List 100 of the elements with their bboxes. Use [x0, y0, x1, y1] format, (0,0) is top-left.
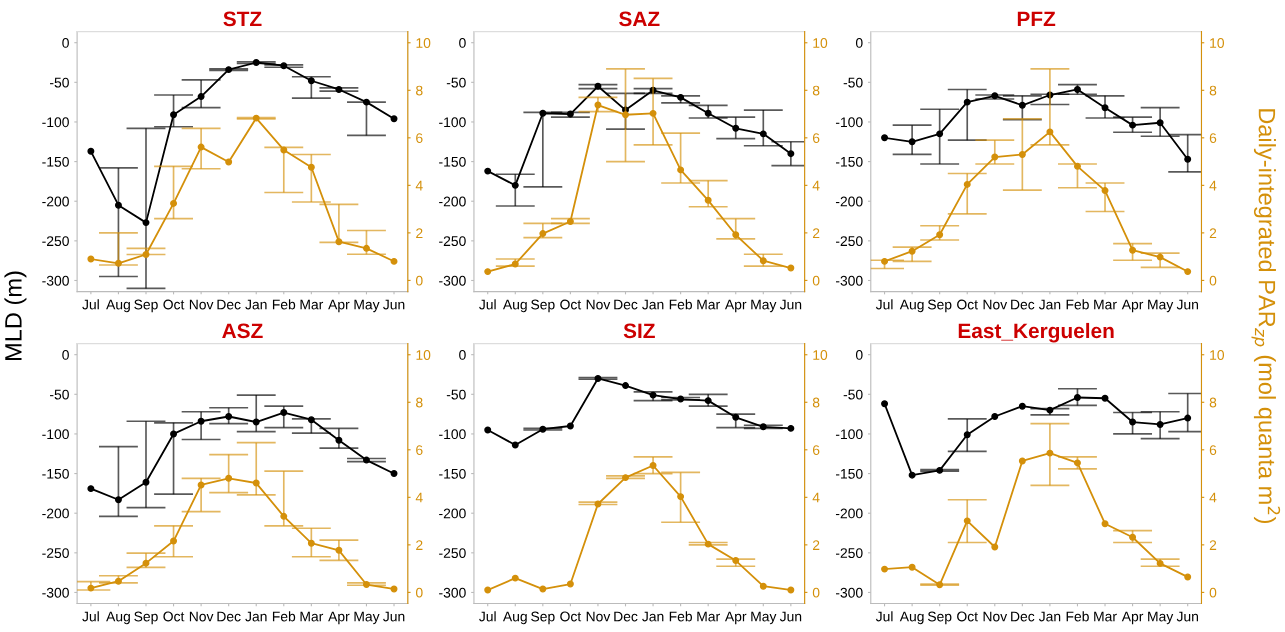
y2-tick-label: 6	[812, 133, 820, 143]
point	[114, 496, 122, 504]
point	[991, 413, 999, 420]
x-tick-label: Oct	[163, 299, 185, 310]
point	[484, 426, 492, 434]
y2-tick-label: 0	[415, 275, 423, 286]
x-tick-label: Nov	[189, 611, 214, 622]
x-tick-label: Dec	[1011, 611, 1035, 622]
point	[335, 546, 343, 554]
point	[787, 586, 795, 594]
x-tick-label: Aug	[106, 611, 130, 625]
point	[1018, 402, 1026, 410]
point	[908, 563, 916, 571]
point	[197, 143, 205, 151]
point	[1156, 253, 1164, 261]
chart-title: SIZ	[623, 323, 655, 339]
point	[1129, 418, 1137, 426]
x-tick-label: Oct	[163, 611, 185, 622]
point	[936, 231, 944, 239]
point	[1073, 162, 1081, 170]
point	[484, 167, 492, 175]
point	[170, 537, 178, 545]
point	[566, 422, 574, 430]
y-tick-label: -150	[42, 468, 69, 479]
x-tick-label: Jun	[383, 611, 405, 622]
point	[963, 431, 971, 439]
y2-tick-label: 4	[415, 180, 423, 191]
y-tick-label: -150	[835, 156, 863, 167]
point	[732, 124, 740, 132]
point	[511, 441, 519, 449]
x-tick-label: Feb	[669, 299, 693, 310]
y2-tick-label: 4	[812, 492, 820, 503]
point	[649, 462, 657, 469]
y-tick-label: -300	[42, 275, 69, 286]
point	[1018, 150, 1026, 158]
x-tick-label: Mar	[300, 299, 324, 310]
point	[704, 397, 712, 405]
point	[1046, 449, 1054, 457]
point	[142, 559, 150, 567]
x-tick-label: Aug	[502, 611, 527, 625]
point	[225, 413, 233, 420]
point	[307, 163, 315, 171]
x-tick-label: Feb	[1066, 611, 1089, 622]
x-tick-label: Sep	[927, 611, 952, 625]
point	[114, 259, 122, 267]
y-tick-label: -300	[439, 587, 466, 598]
point	[170, 199, 178, 207]
point	[622, 111, 629, 119]
x-tick-label: Jun	[383, 299, 405, 310]
x-tick-label: Dec	[614, 611, 638, 622]
y2-tick-label: 4	[812, 180, 820, 191]
y2-tick-label: 8	[812, 397, 820, 408]
x-tick-label: Jan	[245, 611, 267, 622]
y-tick-label: -50	[50, 389, 69, 400]
x-tick-label: Jul	[479, 611, 496, 622]
y2-tick-label: 4	[1209, 180, 1217, 191]
x-tick-label: Oct	[560, 611, 582, 622]
point	[649, 109, 657, 117]
point	[787, 424, 795, 432]
point	[390, 470, 398, 478]
y2-tick-label: 2	[1209, 228, 1217, 238]
point	[963, 98, 971, 106]
point	[622, 382, 629, 390]
y2-tick-label: 8	[416, 397, 423, 408]
point	[362, 244, 370, 252]
x-tick-label: Apr	[328, 611, 350, 625]
y-tick-label: -150	[42, 156, 69, 167]
point	[1046, 128, 1054, 136]
point	[881, 565, 889, 573]
x-tick-label: Apr	[724, 611, 747, 625]
y-tick-label: -250	[835, 236, 863, 247]
x-tick-label: Jan	[1038, 611, 1061, 622]
x-tick-label: Aug	[502, 299, 527, 313]
x-tick-label: Mar	[1094, 611, 1117, 622]
point	[881, 134, 889, 142]
point	[87, 255, 95, 263]
point	[511, 181, 519, 189]
x-tick-label: Sep	[134, 299, 158, 313]
point	[704, 109, 712, 117]
y-tick-label: -100	[439, 429, 466, 440]
y-tick-label: -300	[835, 275, 863, 286]
point	[252, 479, 260, 487]
x-tick-label: Jul	[875, 611, 893, 622]
y-tick-label: -100	[439, 117, 466, 128]
point	[1184, 268, 1192, 276]
y2-tick-label: 2	[812, 540, 820, 550]
y-tick-label: -200	[835, 196, 863, 207]
point	[677, 166, 685, 174]
point	[963, 180, 971, 188]
x-tick-label: Aug	[899, 299, 924, 313]
x-tick-label: Jan	[642, 611, 664, 622]
y-tick-label: -150	[439, 468, 466, 479]
point	[170, 111, 178, 119]
chart-title: ASZ	[222, 323, 263, 339]
point	[677, 493, 685, 501]
y2-tick-label: 6	[416, 445, 423, 455]
point	[908, 471, 916, 479]
x-tick-label: Jul	[479, 299, 496, 310]
point	[511, 574, 519, 582]
y-tick-label: -300	[42, 587, 69, 598]
